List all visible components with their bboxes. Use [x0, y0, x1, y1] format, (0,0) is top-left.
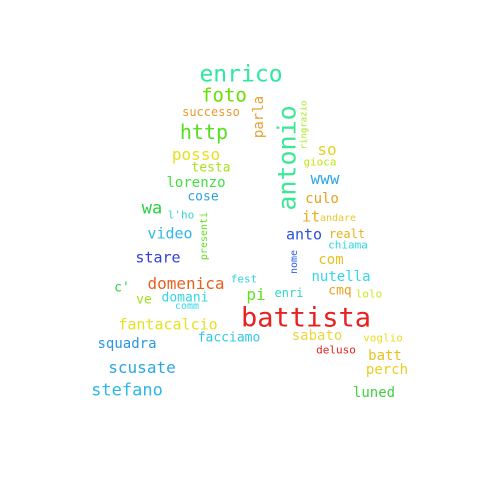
- word-deluso: deluso: [316, 343, 356, 357]
- word-nutella: nutella: [311, 269, 371, 285]
- word-foto: foto: [201, 84, 247, 107]
- word-chiama: chiama: [328, 238, 368, 252]
- word-posso: posso: [171, 145, 221, 164]
- word-realt: realt: [328, 227, 366, 241]
- word-ringrazio: ringrazio: [299, 100, 310, 150]
- word-www: www: [310, 169, 340, 188]
- word-ve: ve: [136, 292, 152, 308]
- word-andare: andare: [319, 213, 357, 224]
- word-luned: luned: [352, 385, 396, 401]
- word-c: c': [114, 280, 130, 296]
- word-cmq: cmq: [328, 283, 352, 299]
- word-it: it: [301, 207, 321, 226]
- word-parla: parla: [251, 95, 267, 139]
- word-anto: anto: [285, 225, 323, 244]
- word-sabato: sabato: [291, 328, 343, 344]
- word-lho: l'ho: [167, 208, 195, 222]
- word-fantacalcio: fantacalcio: [118, 315, 218, 334]
- word-pi: pi: [246, 285, 266, 304]
- word-comm: comm: [174, 301, 200, 312]
- word-stare: stare: [135, 248, 181, 267]
- word-enrico: enrico: [199, 61, 283, 88]
- word-enri: enri: [274, 286, 304, 300]
- word-voglio: voglio: [363, 331, 403, 345]
- word-scusate: scusate: [108, 358, 176, 377]
- word-culo: culo: [305, 191, 339, 207]
- word-fest: fest: [230, 272, 258, 286]
- word-domani: domani: [161, 290, 209, 306]
- word-stefano: stefano: [91, 380, 163, 401]
- word-lolo: lolo: [355, 287, 383, 301]
- word-domenica: domenica: [147, 274, 225, 293]
- word-gioca: gioca: [303, 155, 337, 169]
- word-nome: nome: [289, 249, 300, 275]
- word-successo: successo: [182, 105, 240, 119]
- word-lorenzo: lorenzo: [166, 175, 226, 191]
- word-perch: perch: [365, 362, 409, 378]
- word-video: video: [147, 224, 193, 243]
- word-testa: testa: [191, 160, 231, 176]
- word-wa: wa: [141, 198, 163, 219]
- word-facciamo: facciamo: [197, 330, 261, 346]
- word-so: so: [317, 140, 337, 159]
- word-presenti: presenti: [199, 211, 210, 261]
- word-cose: cose: [187, 189, 219, 205]
- word-antonio: antonio: [272, 105, 302, 211]
- word-com: com: [318, 252, 344, 268]
- word-battista: battista: [240, 302, 372, 334]
- word-http: http: [179, 120, 229, 144]
- word-squadra: squadra: [97, 336, 157, 352]
- word-batt: batt: [368, 348, 402, 364]
